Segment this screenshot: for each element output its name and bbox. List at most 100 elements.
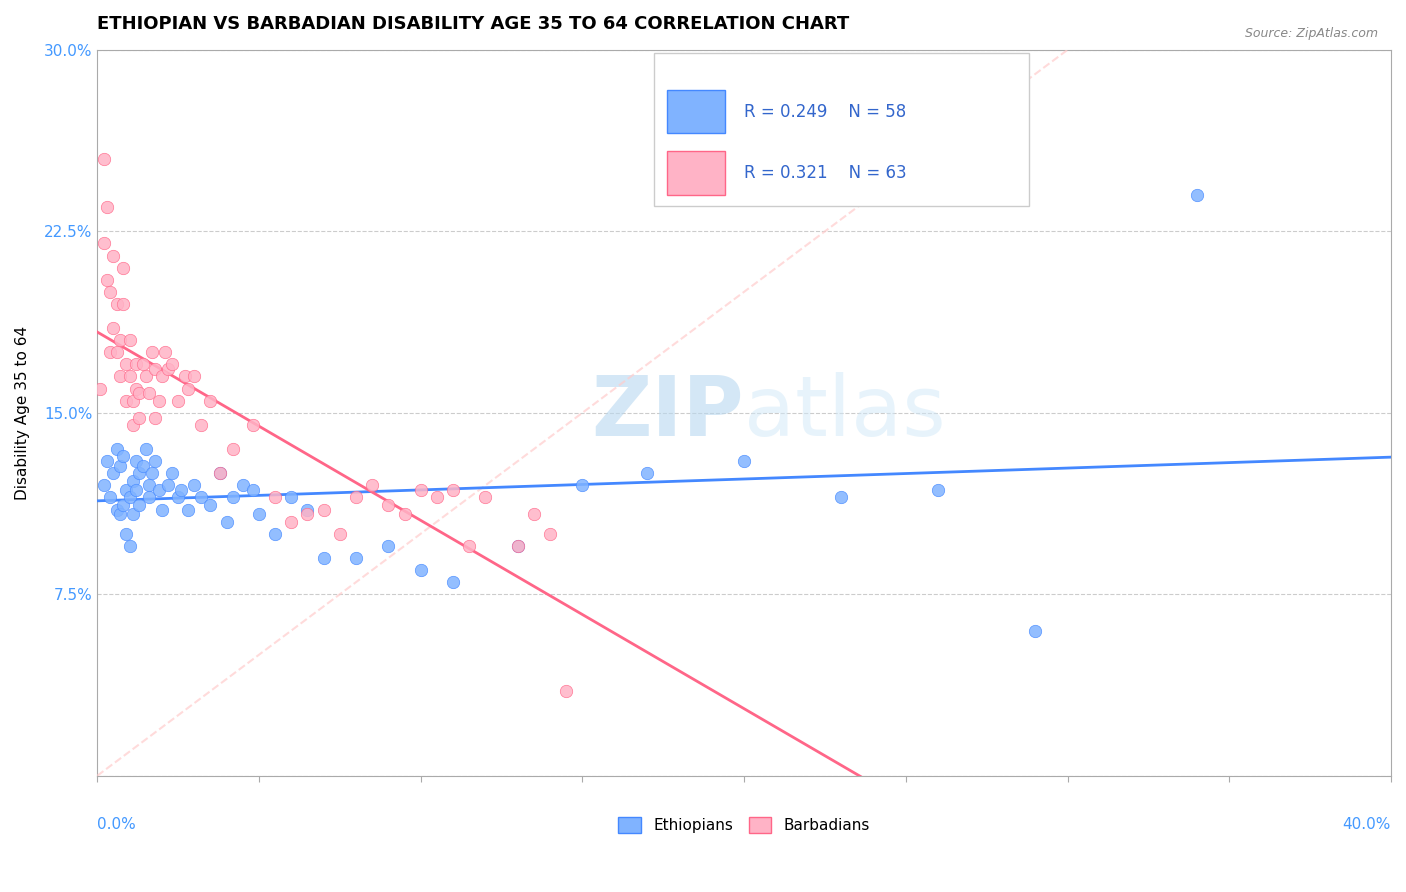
Point (118, 539, 141, 553)
Y-axis label: Disability Age 35 to 64: Disability Age 35 to 64 (15, 326, 30, 500)
Point (242, 417, 264, 432)
Point (121, 417, 143, 432)
Point (118, 491, 141, 505)
Point (96, 200, 118, 214)
Point (222, 442, 245, 456)
Point (89, 382, 111, 396)
Point (108, 333, 131, 347)
Point (118, 333, 141, 347)
Point (125, 483, 148, 498)
Point (571, 478, 593, 492)
Point (121, 508, 143, 522)
Point (474, 491, 496, 505)
Point (215, 515, 238, 529)
Point (177, 382, 200, 396)
Point (115, 483, 138, 498)
Point (103, 248, 125, 262)
Point (538, 526, 561, 541)
Point (170, 483, 193, 498)
Point (105, 442, 128, 456)
Text: R = 0.249    N = 58: R = 0.249 N = 58 (744, 103, 907, 120)
Point (280, 515, 302, 529)
Point (264, 491, 287, 505)
Point (96, 273, 118, 287)
Legend: Ethiopians, Barbadians: Ethiopians, Barbadians (619, 817, 870, 833)
Point (506, 539, 529, 553)
Point (128, 467, 150, 481)
Point (115, 358, 138, 372)
FancyBboxPatch shape (666, 90, 724, 133)
Point (190, 417, 212, 432)
Point (264, 526, 287, 541)
Point (183, 369, 205, 384)
Point (209, 467, 232, 481)
Point (145, 454, 167, 468)
Point (135, 369, 157, 384)
Point (98, 285, 121, 299)
Text: Source: ZipAtlas.com: Source: ZipAtlas.com (1244, 27, 1378, 40)
Point (112, 297, 135, 311)
Point (409, 483, 432, 498)
Point (108, 369, 131, 384)
Point (128, 410, 150, 425)
Point (200, 393, 222, 408)
Point (121, 393, 143, 408)
Point (112, 450, 135, 464)
FancyBboxPatch shape (666, 152, 724, 195)
Point (441, 483, 464, 498)
Point (297, 508, 319, 522)
Text: R = 0.321    N = 63: R = 0.321 N = 63 (744, 164, 907, 182)
Point (128, 498, 150, 512)
FancyBboxPatch shape (654, 54, 1029, 206)
Point (361, 478, 384, 492)
Point (105, 345, 128, 359)
Point (145, 410, 167, 425)
Point (93, 152, 115, 166)
Point (312, 551, 335, 566)
Point (329, 526, 352, 541)
Point (112, 498, 135, 512)
Text: atlas: atlas (744, 372, 946, 453)
Point (344, 551, 367, 566)
Point (138, 478, 160, 492)
Text: ETHIOPIAN VS BARBADIAN DISABILITY AGE 35 TO 64 CORRELATION CHART: ETHIOPIAN VS BARBADIAN DISABILITY AGE 35… (97, 15, 849, 33)
Point (426, 491, 449, 505)
Point (108, 508, 131, 522)
Point (125, 358, 148, 372)
Point (160, 467, 183, 481)
Point (167, 491, 190, 505)
Text: 0.0%: 0.0% (97, 817, 136, 832)
Point (93, 478, 115, 492)
Point (377, 498, 399, 512)
Point (141, 345, 163, 359)
Point (458, 539, 481, 553)
Point (167, 393, 190, 408)
Point (105, 502, 128, 516)
Point (125, 382, 148, 396)
Point (280, 491, 302, 505)
Point (157, 478, 180, 492)
Point (138, 491, 160, 505)
Point (312, 502, 335, 516)
Point (344, 491, 367, 505)
Text: ZIP: ZIP (592, 372, 744, 453)
Point (160, 358, 183, 372)
Point (150, 369, 173, 384)
Point (523, 508, 546, 522)
Point (409, 563, 432, 577)
Point (112, 260, 135, 275)
Point (222, 491, 245, 505)
Point (394, 508, 416, 522)
Point (98, 345, 121, 359)
Point (115, 526, 138, 541)
Point (209, 467, 232, 481)
Point (135, 442, 157, 456)
Point (103, 467, 125, 481)
Point (636, 467, 658, 481)
Point (173, 369, 195, 384)
Point (157, 362, 180, 376)
Point (121, 474, 143, 488)
Point (733, 454, 755, 468)
Point (927, 483, 949, 498)
Point (125, 454, 148, 468)
